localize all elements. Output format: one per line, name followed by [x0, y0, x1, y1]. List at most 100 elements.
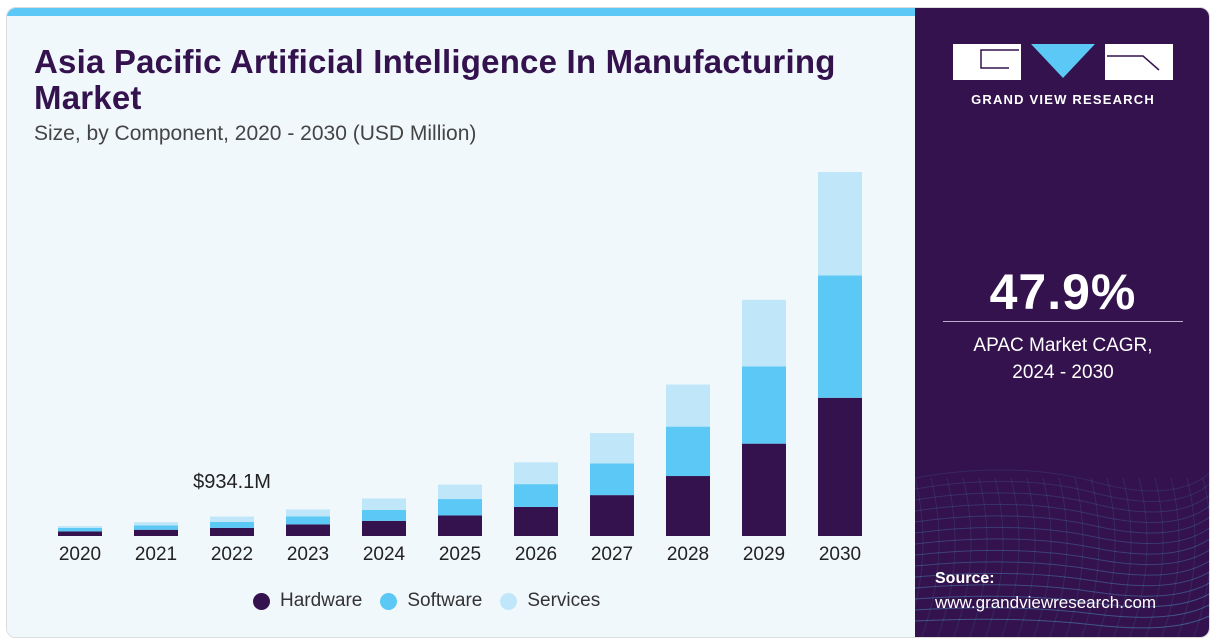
- legend-dot-icon: [253, 592, 270, 610]
- wave-line: [1177, 477, 1196, 637]
- bar-hardware-2023: [286, 524, 330, 536]
- x-tick-label: 2022: [211, 544, 253, 565]
- wave-line: [1001, 477, 1020, 637]
- x-tick-label: 2024: [363, 544, 406, 565]
- wave-line: [915, 480, 1209, 502]
- cagr-label: APAC Market CAGR, 2024 - 2030: [915, 332, 1209, 386]
- chart-title: Asia Pacific Artificial Intelligence In …: [34, 43, 836, 116]
- wave-line: [1193, 477, 1209, 637]
- legend-item-software: Software: [380, 590, 482, 612]
- wave-line: [915, 560, 1209, 576]
- legend-label: Software: [407, 590, 483, 611]
- wave-line: [915, 515, 1209, 534]
- bar-software-2030: [818, 275, 862, 398]
- source-url: www.grandviewresearch.com: [935, 593, 1157, 612]
- cagr-label-line2: 2024 - 2030: [1012, 362, 1114, 383]
- wave-line: [915, 538, 1209, 555]
- x-tick-label: 2029: [743, 544, 785, 565]
- x-tick-label: 2028: [667, 544, 709, 565]
- stacked-bar-chart: 2020 2021 2022 2023 2024 2025 2026 2027 2028 2029…: [58, 172, 862, 565]
- x-tick-label: 2030: [819, 544, 861, 565]
- wave-line: [915, 469, 1209, 492]
- bar-software-2026: [514, 484, 558, 507]
- decorative-wave-grid: [915, 469, 1210, 638]
- data-label-2022: $934.1M: [193, 471, 271, 493]
- x-tick-label: 2021: [135, 544, 177, 565]
- x-tick-label: 2023: [287, 544, 329, 565]
- wave-line: [915, 615, 1209, 629]
- bar-software-2023: [286, 516, 330, 525]
- bar-services-2021: [134, 522, 178, 526]
- wave-line: [921, 477, 940, 637]
- chart-subtitle: Size, by Component, 2020 - 2030 (USD Mil…: [34, 122, 477, 145]
- wave-line: [1033, 477, 1052, 637]
- bar-hardware-2021: [134, 529, 178, 536]
- wave-line: [915, 492, 1209, 513]
- cagr-value: 47.9%: [989, 264, 1137, 320]
- bar-software-2022: [210, 521, 254, 528]
- wave-line: [915, 604, 1209, 618]
- wave-line: [915, 571, 1209, 587]
- bar-services-2020: [58, 526, 102, 528]
- wave-line: [1097, 477, 1116, 637]
- legend-item-hardware: Hardware: [253, 590, 362, 612]
- wave-line: [1017, 477, 1036, 637]
- x-tick-label: 2027: [591, 544, 633, 565]
- wave-line: [915, 582, 1209, 597]
- bar-software-2020: [58, 527, 102, 532]
- wave-line: [915, 503, 1209, 523]
- bar-services-2025: [438, 484, 482, 500]
- bar-services-2027: [590, 433, 634, 464]
- wave-line: [937, 477, 956, 637]
- bar-services-2022: [210, 516, 254, 522]
- bar-services-2028: [666, 384, 710, 427]
- cagr-divider: [943, 321, 1183, 322]
- wave-line: [915, 549, 1209, 566]
- legend-dot-icon: [500, 592, 518, 610]
- chart-panel: Asia Pacific Artificial Intelligence In …: [7, 8, 915, 637]
- brand-name: GRAND VIEW RESEARCH: [971, 92, 1155, 107]
- bar-software-2027: [590, 463, 634, 496]
- x-tick-label: 2026: [515, 544, 557, 565]
- bar-software-2024: [362, 509, 406, 521]
- bar-software-2028: [666, 426, 710, 477]
- bar-hardware-2022: [210, 527, 254, 536]
- bar-hardware-2024: [362, 520, 406, 536]
- bar-hardware-2027: [590, 495, 634, 536]
- bar-services-2024: [362, 498, 406, 510]
- bar-hardware-2029: [742, 443, 786, 536]
- wave-line: [1113, 477, 1132, 637]
- info-sidebar: GRAND VIEW RESEARCH 47.9% APAC Market CA…: [915, 8, 1210, 638]
- x-tick-label: 2020: [59, 544, 101, 565]
- wave-line: [1049, 477, 1068, 637]
- x-tick-label: 2025: [439, 544, 481, 565]
- wave-line: [1209, 478, 1210, 638]
- chart-legend: Hardware Software Services: [253, 588, 600, 614]
- wave-line: [915, 593, 1209, 608]
- bar-software-2025: [438, 499, 482, 516]
- wave-line: [1145, 477, 1164, 637]
- bar-hardware-2030: [818, 397, 862, 536]
- bar-hardware-2026: [514, 506, 558, 536]
- wave-line: [969, 477, 988, 637]
- bar-hardware-2020: [58, 531, 102, 536]
- accent-bar: [7, 8, 915, 16]
- bar-services-2029: [742, 299, 786, 367]
- legend-dot-icon: [380, 592, 398, 610]
- legend-label: Hardware: [280, 590, 363, 611]
- legend-item-services: Services: [500, 590, 600, 612]
- source-label: Source:: [935, 570, 995, 587]
- bar-hardware-2028: [666, 476, 710, 536]
- bar-services-2030: [818, 172, 862, 276]
- wave-line: [985, 477, 1004, 637]
- wave-line: [915, 477, 924, 609]
- wave-line: [1129, 477, 1148, 637]
- wave-line: [1065, 477, 1084, 637]
- cagr-label-line1: APAC Market CAGR,: [973, 335, 1153, 356]
- infographic-frame: Asia Pacific Artificial Intelligence In …: [6, 7, 1210, 638]
- wave-line: [1161, 477, 1180, 637]
- grand-view-research-logo-icon: [953, 44, 1173, 80]
- bar-software-2021: [134, 525, 178, 530]
- bar-services-2023: [286, 509, 330, 517]
- bar-services-2026: [514, 462, 558, 485]
